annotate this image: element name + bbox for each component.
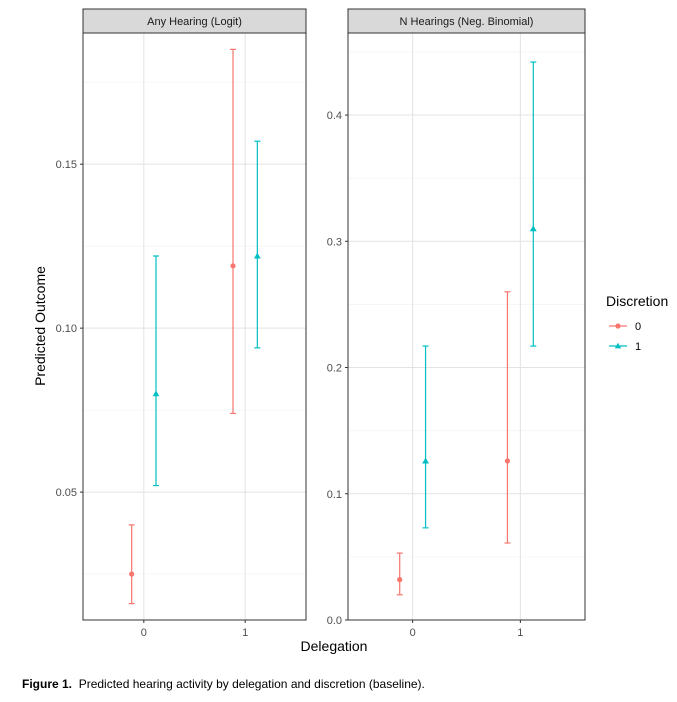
panel-1-y-tick-label: 0.05 — [56, 487, 77, 499]
panel-2-y-tick-label: 0.1 — [327, 489, 342, 501]
panel-1-x-tick-label: 1 — [242, 627, 248, 639]
caption-text: Predicted hearing activity by delegation… — [78, 677, 425, 691]
panel-2-strip-label: N Hearings (Neg. Binomial) — [400, 16, 534, 28]
point-discretion-1 — [422, 457, 429, 464]
legend-label-0: 0 — [635, 321, 641, 333]
chart: Any Hearing (Logit)0.050.100.150 1N Heari… — [32, 8, 668, 654]
y-axis-title: Predicted Outcome — [32, 266, 48, 386]
point-discretion-1 — [529, 225, 537, 232]
point-discretion-0 — [397, 577, 403, 583]
figure-caption: Figure 1. Predicted hearing activity by … — [22, 677, 425, 691]
panel-1-y-tick-label: 0.10 — [56, 323, 77, 335]
point-discretion-0 — [504, 458, 511, 464]
x-axis-title: Delegation — [301, 638, 368, 654]
panel-1-x-tick-label: 0 — [141, 627, 147, 639]
panel-1-background — [83, 33, 306, 620]
panel-2-background — [348, 33, 585, 620]
point-discretion-1 — [253, 252, 261, 259]
panel-2-x-tick-label: 1 — [517, 627, 523, 639]
point-discretion-0 — [129, 571, 135, 577]
panel-1-y-tick-label: 0.15 — [56, 159, 77, 171]
panel-2-y-tick-label: 0.4 — [327, 110, 342, 122]
panel-2-x-tick-label: 0 — [410, 627, 416, 639]
panel-1-strip-label: Any Hearing (Logit) — [147, 16, 242, 28]
panel-2-y-tick-label: 0.3 — [327, 236, 342, 248]
legend-title: Discretion — [606, 293, 668, 309]
legend-label-1: 1 — [635, 341, 641, 353]
panel-1-strip — [82, 8, 307, 34]
legend-key-marker — [615, 323, 621, 329]
panel-2-y-tick-label: 0.2 — [327, 363, 342, 375]
point-discretion-1 — [152, 390, 160, 397]
panel-2-y-tick-label: 0.0 — [327, 615, 342, 627]
legend-key-marker — [614, 342, 622, 349]
point-discretion-0 — [230, 263, 236, 269]
panel-2-strip — [347, 8, 586, 34]
caption-label: Figure 1. — [22, 677, 73, 691]
